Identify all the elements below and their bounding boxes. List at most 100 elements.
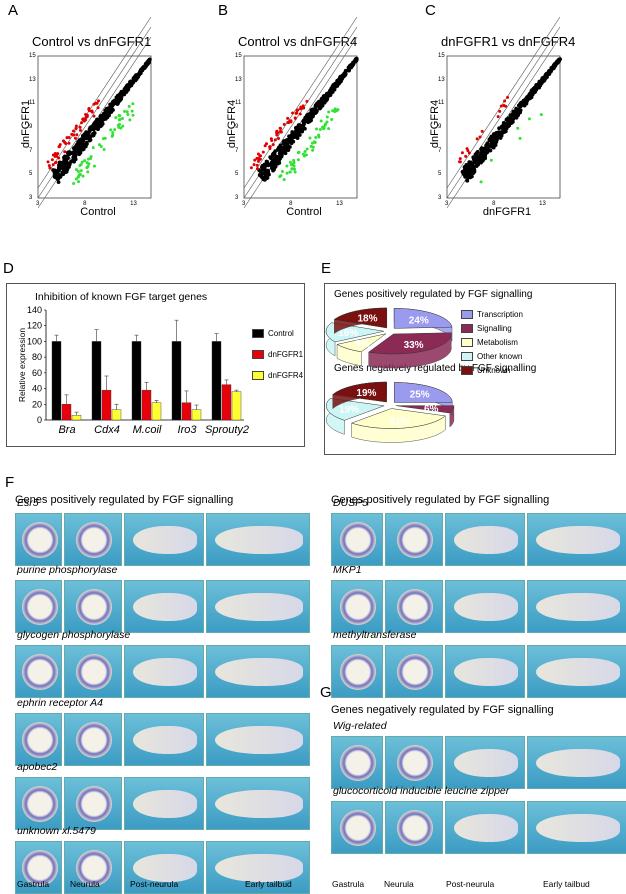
scatter-ytick-0-4: 11: [29, 100, 36, 107]
bar-category-label: Bra: [58, 424, 75, 436]
embryo-right-2-image-0: [331, 645, 383, 698]
embryo-left-3-label: ephrin receptor A4: [17, 697, 103, 709]
embryo-right-2-label: methyltransferase: [333, 629, 417, 641]
pie-legend-label: Other known: [477, 352, 523, 361]
scatter-ytick-1-4: 11: [235, 100, 242, 107]
stage-label-tailbud-right: Early tailbud: [543, 879, 590, 889]
bar-chart-title: Inhibition of known FGF target genes: [35, 291, 208, 303]
panel-letter-g: G: [320, 684, 332, 701]
embryo-right-2-image-3: [527, 645, 626, 698]
scatter-xlabel-0: Control: [80, 206, 116, 218]
legend-swatch-dnfgfr1: [252, 350, 264, 360]
legend-label-control: Control: [268, 329, 294, 338]
scatter-ytick-0-2: 7: [29, 147, 33, 154]
embryo-left-0-image-2: [124, 513, 204, 566]
bar-control-iro3: [171, 341, 182, 421]
bar-control-cdx4: [91, 341, 102, 421]
pie1-title: Genes positively regulated by FGF signal…: [334, 289, 533, 300]
embryo-g-0-image-1: [385, 736, 443, 789]
pie-legend-label: Metabolism: [477, 338, 518, 347]
scatter-guide-line: [446, 16, 561, 189]
pie-slice-metabolism: [336, 333, 387, 353]
pie-legend-label: Transcription: [477, 310, 523, 319]
scatter-plot-2: [446, 16, 562, 209]
legend-swatch-control: [252, 329, 264, 339]
embryo-right-1-label: MKP1: [333, 564, 362, 576]
pie-legend-3: Other known: [461, 352, 523, 362]
scatter-xtick-2-1: 8: [492, 201, 496, 207]
bar-category-label: M.coil: [133, 424, 162, 436]
scatter-xtick-0-1: 8: [83, 201, 87, 207]
scatter-xtick-2-2: 13: [539, 201, 546, 207]
bar-category-label: Sprouty2: [205, 424, 249, 436]
scatter-ytick-1-5: 13: [235, 76, 242, 83]
embryo-g-1-image-3: [527, 801, 626, 854]
scatter-xtick-0-0: 3: [36, 201, 40, 207]
bar-dnfgfr1-bra: [61, 404, 72, 421]
pie-slice-transcription: [393, 382, 453, 403]
embryo-left-2-image-1: [64, 645, 122, 698]
embryo-left-3-image-0: [15, 713, 62, 766]
scatter-ytick-0-3: 9: [29, 124, 33, 130]
pie-value-label: 16%: [338, 328, 358, 339]
pie2-title: Genes negatively regulated by FGF signal…: [334, 363, 537, 374]
bar-control-sprouty2: [211, 341, 222, 421]
embryo-left-1-image-1: [64, 580, 122, 633]
scatter-xtick-1-1: 8: [289, 201, 293, 207]
scatter-ytick-1-3: 9: [235, 124, 239, 130]
embryo-left-5-row: [15, 841, 310, 894]
bar-dnfgfr1-iro3: [181, 402, 192, 421]
embryo-left-0-image-1: [64, 513, 122, 566]
embryo-left-1-label: purine phosphorylase: [17, 564, 118, 576]
embryo-right-0-label: DUSP5: [333, 497, 369, 509]
embryo-right-1-image-0: [331, 580, 383, 633]
scatter-plot-0: [37, 16, 152, 209]
scatter-ytick-1-1: 5: [235, 171, 239, 178]
scatter-title-1: Control vs dnFGFR4: [238, 34, 358, 49]
embryo-left-4-image-2: [124, 777, 204, 830]
panel-letter-f: F: [5, 474, 15, 491]
scatter-xtick-1-2: 13: [336, 201, 343, 207]
scatter-title-0: Control vs dnFGFR1: [32, 34, 152, 49]
bar-dnfgfr4-m.coil: [151, 402, 162, 421]
embryo-left-5-image-0: [15, 841, 62, 894]
bar-ytick-label: 40: [32, 384, 42, 394]
pie-1: 24% 33% 9%16%18%: [325, 307, 453, 369]
embryo-g-1-label: glucocorticoid inducible leucine zipper: [333, 785, 510, 797]
embryo-right-1-image-3: [527, 580, 626, 633]
bar-dnfgfr4-cdx4: [111, 409, 122, 421]
legend-label-dnfgfr1: dnFGFR1: [268, 350, 304, 359]
embryo-g-1-image-2: [445, 801, 525, 854]
scatter-points: [458, 57, 562, 184]
scatter-guide-line: [37, 16, 152, 189]
scatter-ytick-0-5: 13: [29, 76, 36, 83]
pie-value-label: 33%: [404, 340, 424, 351]
embryo-right-0-image-0: [331, 513, 383, 566]
embryo-right-2-row: [331, 645, 626, 698]
scatter-xtick-1-0: 3: [242, 201, 246, 207]
bar-category-label: Cdx4: [94, 424, 120, 436]
stage-label-tailbud-left: Early tailbud: [245, 879, 292, 889]
embryo-left-4-label: apobec2: [17, 761, 58, 773]
embryo-left-0-image-3: [206, 513, 310, 566]
bar-dnfgfr4-sprouty2: [231, 391, 242, 421]
pie-legend-label: Unknown: [477, 366, 511, 375]
legend-swatch-dnfgfr4: [252, 371, 264, 381]
embryo-left-1-row: [15, 580, 310, 633]
pie-legend-1: Signalling: [461, 324, 512, 334]
scatter-title-2: dnFGFR1 vs dnFGFR4: [441, 34, 576, 49]
panel-letter-c: C: [425, 2, 436, 19]
bar-category-label: Iro3: [178, 424, 198, 436]
pie-value-label: 25%: [410, 390, 430, 401]
pie-legend-swatch: [461, 366, 473, 376]
stage-label-gastrula-right: Gastrula: [332, 879, 365, 889]
embryo-left-2-label: glycogen phosphorylase: [17, 629, 131, 641]
scatter-xtick-0-2: 13: [130, 201, 137, 207]
scatter-points: [46, 57, 152, 186]
pie-charts-svg: 24% 33% 9%16%18% 25% 6% 31% 19% 19%: [325, 307, 455, 443]
pie-legend-swatch: [461, 310, 473, 320]
scatter-ytick-1-2: 7: [235, 147, 239, 154]
bar-chart-svg: 0 20 40 60 80 100 120 140 Bra Cdx4 M.coil Iro3 Sprou…: [27, 305, 249, 436]
embryo-left-4-image-3: [206, 777, 310, 830]
embryo-left-3-image-2: [124, 713, 204, 766]
